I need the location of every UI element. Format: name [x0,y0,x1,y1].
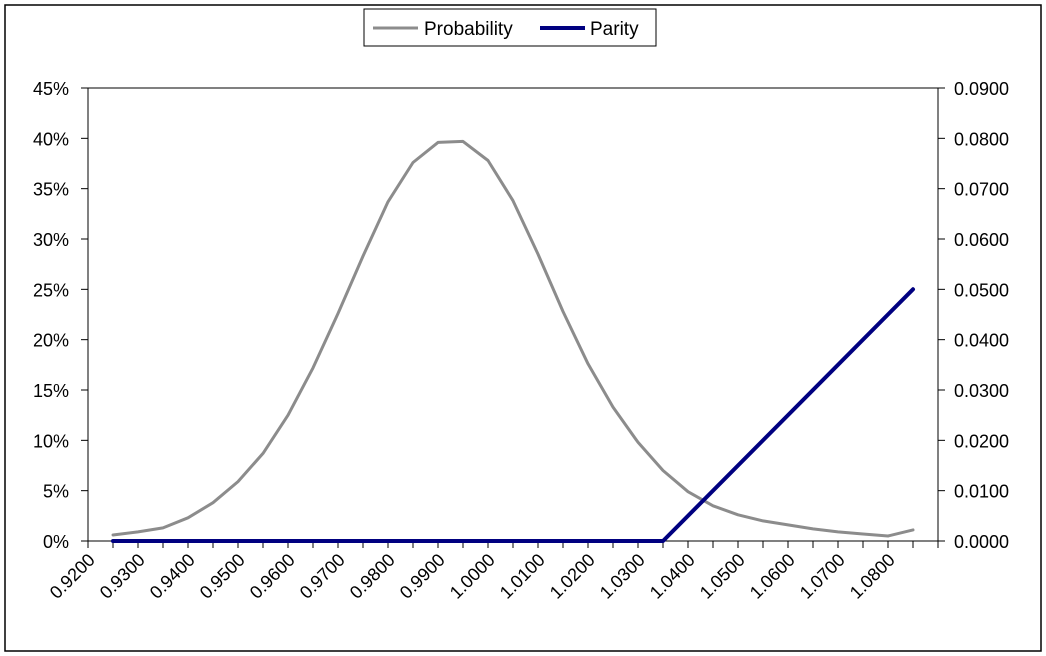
left-tick-label: 40% [33,129,69,149]
legend: Probability Parity [363,8,657,47]
left-tick-label: 5% [43,482,69,502]
left-tick-label: 30% [33,230,69,250]
left-tick-label: 25% [33,280,69,300]
right-tick-label: 0.0700 [954,180,1009,200]
right-tick-label: 0.0100 [954,482,1009,502]
left-tick-label: 45% [33,79,69,99]
left-tick-label: 35% [33,180,69,200]
right-axis: 0.0000 0.0100 0.0200 0.0300 0.0400 0.0500 0.06… [937,79,1009,552]
right-tick-label: 0.0900 [954,79,1009,99]
chart-border [4,4,1042,652]
left-axis: 0% 5% 10% 15% 20% 25% 30% 35% 40% 45% [33,79,89,552]
series-layer [111,139,915,543]
legend-label-parity: Parity [590,19,639,40]
right-tick-label: 0.0000 [954,532,1009,552]
left-tick-label: 15% [33,381,69,401]
legend-label-probability: Probability [424,19,513,40]
series-line-parity [111,287,915,543]
series-line-probability [111,139,915,538]
right-tick-label: 0.0300 [954,381,1009,401]
right-tick-label: 0.0800 [954,129,1009,149]
right-tick-label: 0.0200 [954,431,1009,451]
left-tick-label: 10% [33,431,69,451]
right-tick-label: 0.0600 [954,230,1009,250]
right-tick-label: 0.0400 [954,331,1009,351]
right-tick-label: 0.0500 [954,280,1009,300]
left-tick-label: 0% [43,532,69,552]
left-tick-label: 20% [33,331,69,351]
